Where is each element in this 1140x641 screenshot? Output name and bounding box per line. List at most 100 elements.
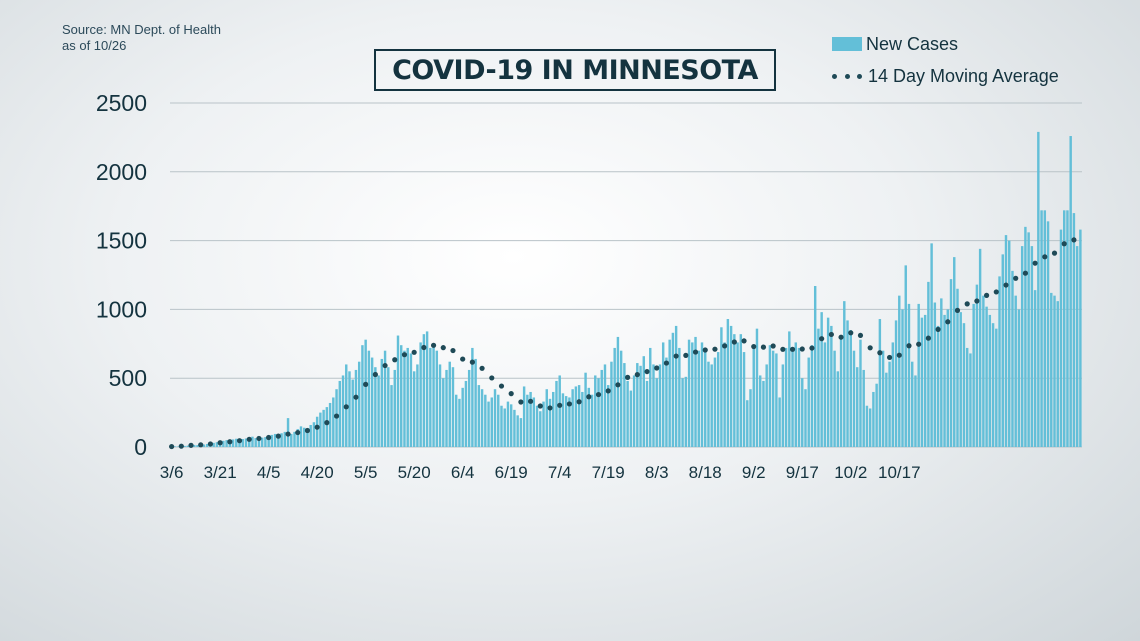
moving-average-point	[945, 319, 951, 325]
bar	[917, 303, 920, 447]
bar	[328, 402, 332, 447]
moving-average-point	[314, 424, 320, 430]
bar	[791, 350, 794, 447]
bar	[632, 375, 636, 447]
bar	[448, 361, 451, 447]
moving-average-point	[935, 326, 941, 332]
bar	[212, 442, 215, 447]
bar	[1050, 292, 1053, 447]
moving-average-point	[460, 356, 466, 362]
bar	[396, 335, 400, 447]
x-tick-label: 4/5	[257, 463, 281, 482]
bar	[775, 353, 778, 447]
bar	[765, 364, 768, 447]
bar	[393, 369, 396, 447]
legend-item-new-cases: New Cases	[832, 28, 1059, 60]
y-tick-label: 0	[134, 434, 147, 460]
bar	[736, 342, 739, 447]
bar	[962, 323, 966, 447]
bar	[1040, 210, 1043, 447]
moving-average-point	[508, 391, 514, 397]
moving-average-point	[1013, 275, 1019, 281]
moving-average-point	[925, 335, 931, 341]
moving-average-point	[324, 420, 330, 426]
moving-average-point	[421, 344, 427, 351]
bar	[497, 394, 500, 447]
moving-average-point	[266, 434, 272, 441]
bar	[419, 342, 422, 447]
moving-average-point	[634, 372, 640, 378]
bar	[484, 394, 487, 447]
moving-average-point	[285, 431, 291, 437]
bar	[451, 367, 455, 447]
bar	[1072, 213, 1076, 447]
bar	[1075, 246, 1079, 447]
bar	[306, 429, 309, 447]
moving-average-point	[595, 391, 602, 398]
moving-average-point	[527, 398, 534, 404]
moving-average-point	[770, 343, 776, 349]
bar	[885, 372, 888, 447]
moving-average-point	[557, 402, 563, 408]
moving-average-point	[333, 413, 340, 419]
x-tick-label: 9/17	[786, 463, 819, 482]
bar	[432, 343, 435, 447]
bar	[564, 396, 568, 447]
bar	[280, 433, 283, 447]
moving-average-point	[644, 368, 650, 375]
moving-average-point	[751, 343, 757, 350]
moving-average-point	[760, 344, 767, 350]
bar	[778, 397, 781, 447]
bar	[270, 434, 274, 447]
moving-average-point	[654, 365, 660, 371]
bar	[296, 429, 299, 447]
moving-average-point	[343, 404, 349, 410]
bar	[752, 345, 755, 447]
bar	[665, 357, 668, 447]
bar	[953, 257, 956, 447]
bar	[655, 378, 658, 447]
moving-average-point	[372, 371, 378, 378]
bar	[771, 350, 775, 447]
bar	[594, 375, 597, 447]
bar	[235, 438, 238, 447]
bar	[325, 407, 329, 447]
x-tick-label: 6/19	[495, 463, 528, 482]
bar	[823, 342, 827, 447]
bar	[299, 426, 303, 447]
bar	[461, 387, 464, 447]
moving-average-point	[983, 292, 990, 298]
bar	[833, 350, 836, 447]
bar	[309, 424, 312, 447]
bar	[545, 389, 548, 447]
bar	[542, 401, 545, 447]
bar	[590, 394, 594, 447]
bar	[936, 325, 940, 447]
moving-average-point	[169, 443, 175, 450]
bar	[1014, 295, 1017, 447]
bar	[852, 350, 856, 447]
bar	[920, 317, 924, 447]
bar	[820, 312, 823, 447]
bar	[467, 369, 471, 447]
bar	[810, 345, 814, 447]
bar	[856, 367, 859, 447]
moving-average-point	[974, 298, 980, 304]
bar	[1053, 295, 1056, 447]
bar	[387, 367, 390, 447]
bar	[251, 436, 254, 447]
moving-average-point	[799, 346, 805, 352]
bar	[277, 434, 280, 447]
bar	[836, 371, 840, 447]
bar	[173, 446, 177, 447]
bar	[273, 433, 277, 447]
moving-average-point	[954, 307, 961, 313]
bar	[1004, 235, 1008, 447]
bar	[526, 394, 529, 447]
moving-average-point	[537, 403, 543, 409]
bar	[535, 405, 539, 447]
bar	[801, 378, 804, 447]
bar	[319, 412, 322, 447]
moving-average-point	[809, 345, 815, 351]
bar	[225, 440, 228, 447]
